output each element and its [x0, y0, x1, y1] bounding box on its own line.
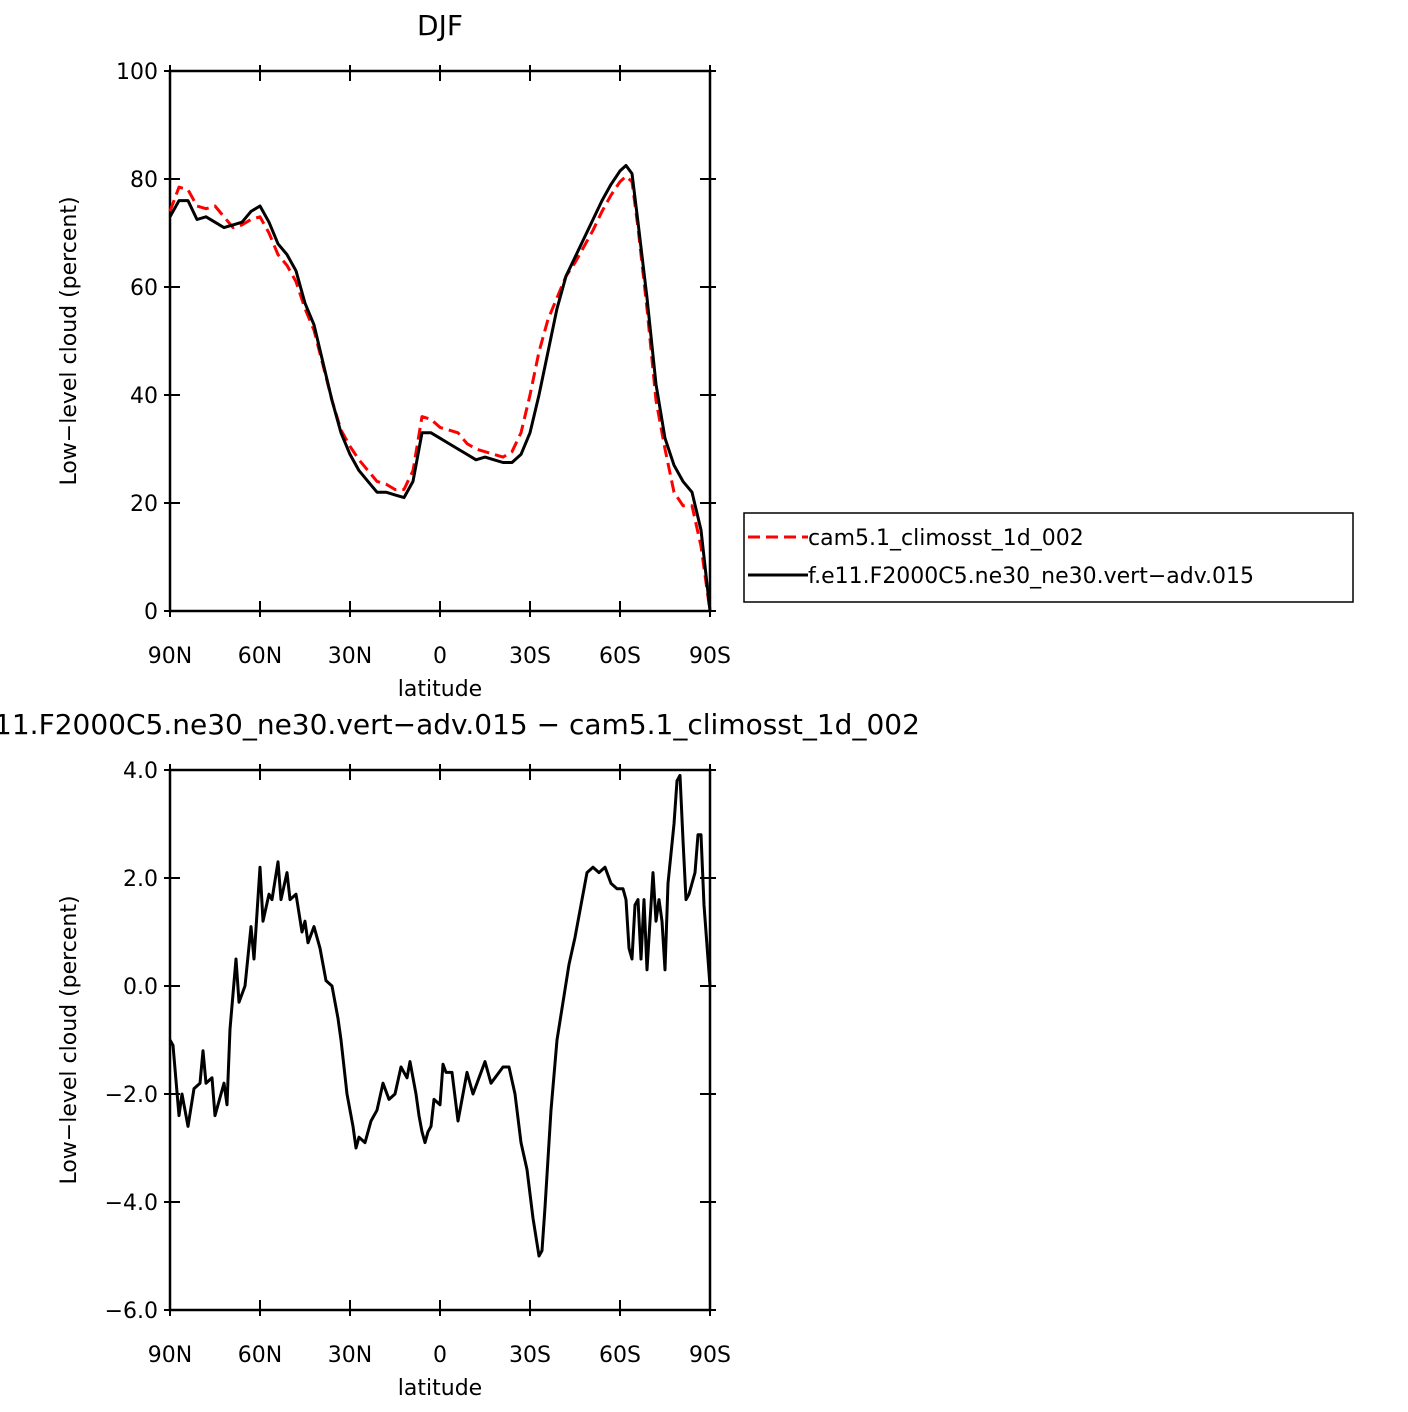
plot-frame: [168, 69, 712, 613]
x-tick-label: 90N: [148, 644, 192, 669]
x-tick-label: 30S: [509, 1343, 551, 1368]
x-axis-label: latitude: [398, 1376, 482, 1401]
data-line: [168, 164, 712, 612]
y-tick-label: 2.0: [123, 867, 158, 892]
y-tick-label: 80: [130, 168, 158, 193]
plot-frame: [168, 768, 712, 1312]
x-tick-label: 60S: [599, 1343, 641, 1368]
chart-title: DJF: [417, 9, 463, 42]
x-tick-label: 30N: [328, 1343, 372, 1368]
legend-label: f.e11.F2000C5.ne30_ne30.vert−adv.015: [808, 564, 1254, 589]
data-line: [168, 174, 712, 612]
y-tick-label: −4.0: [105, 1191, 158, 1216]
y-tick-label: 4.0: [123, 759, 158, 784]
x-tick-label: 30S: [509, 644, 551, 669]
x-tick-label: 90S: [689, 644, 731, 669]
x-tick-label: 60N: [238, 644, 282, 669]
x-tick-label: 90S: [689, 1343, 731, 1368]
legend-box: [743, 512, 1354, 603]
y-tick-label: −6.0: [105, 1299, 158, 1324]
x-axis-label: latitude: [398, 677, 482, 702]
x-tick-label: 60S: [599, 644, 641, 669]
y-tick-label: 20: [130, 492, 158, 517]
y-tick-label: 40: [130, 384, 158, 409]
y-axis-label: Low−level cloud (percent): [57, 196, 82, 485]
y-tick-label: 0.0: [123, 975, 158, 1000]
y-tick-label: 60: [130, 276, 158, 301]
x-tick-label: 60N: [238, 1343, 282, 1368]
x-tick-label: 30N: [328, 644, 372, 669]
data-line: [168, 773, 712, 1258]
legend-label: cam5.1_climosst_1d_002: [808, 526, 1084, 551]
x-tick-label: 0: [433, 644, 447, 669]
x-tick-label: 0: [433, 1343, 447, 1368]
y-tick-label: 0: [144, 600, 158, 625]
y-tick-label: 100: [116, 60, 158, 85]
chart-title: f.e11.F2000C5.ne30_ne30.vert−adv.015 − c…: [0, 708, 920, 741]
y-tick-label: −2.0: [105, 1083, 158, 1108]
x-tick-label: 90N: [148, 1343, 192, 1368]
y-axis-label: Low−level cloud (percent): [57, 895, 82, 1184]
